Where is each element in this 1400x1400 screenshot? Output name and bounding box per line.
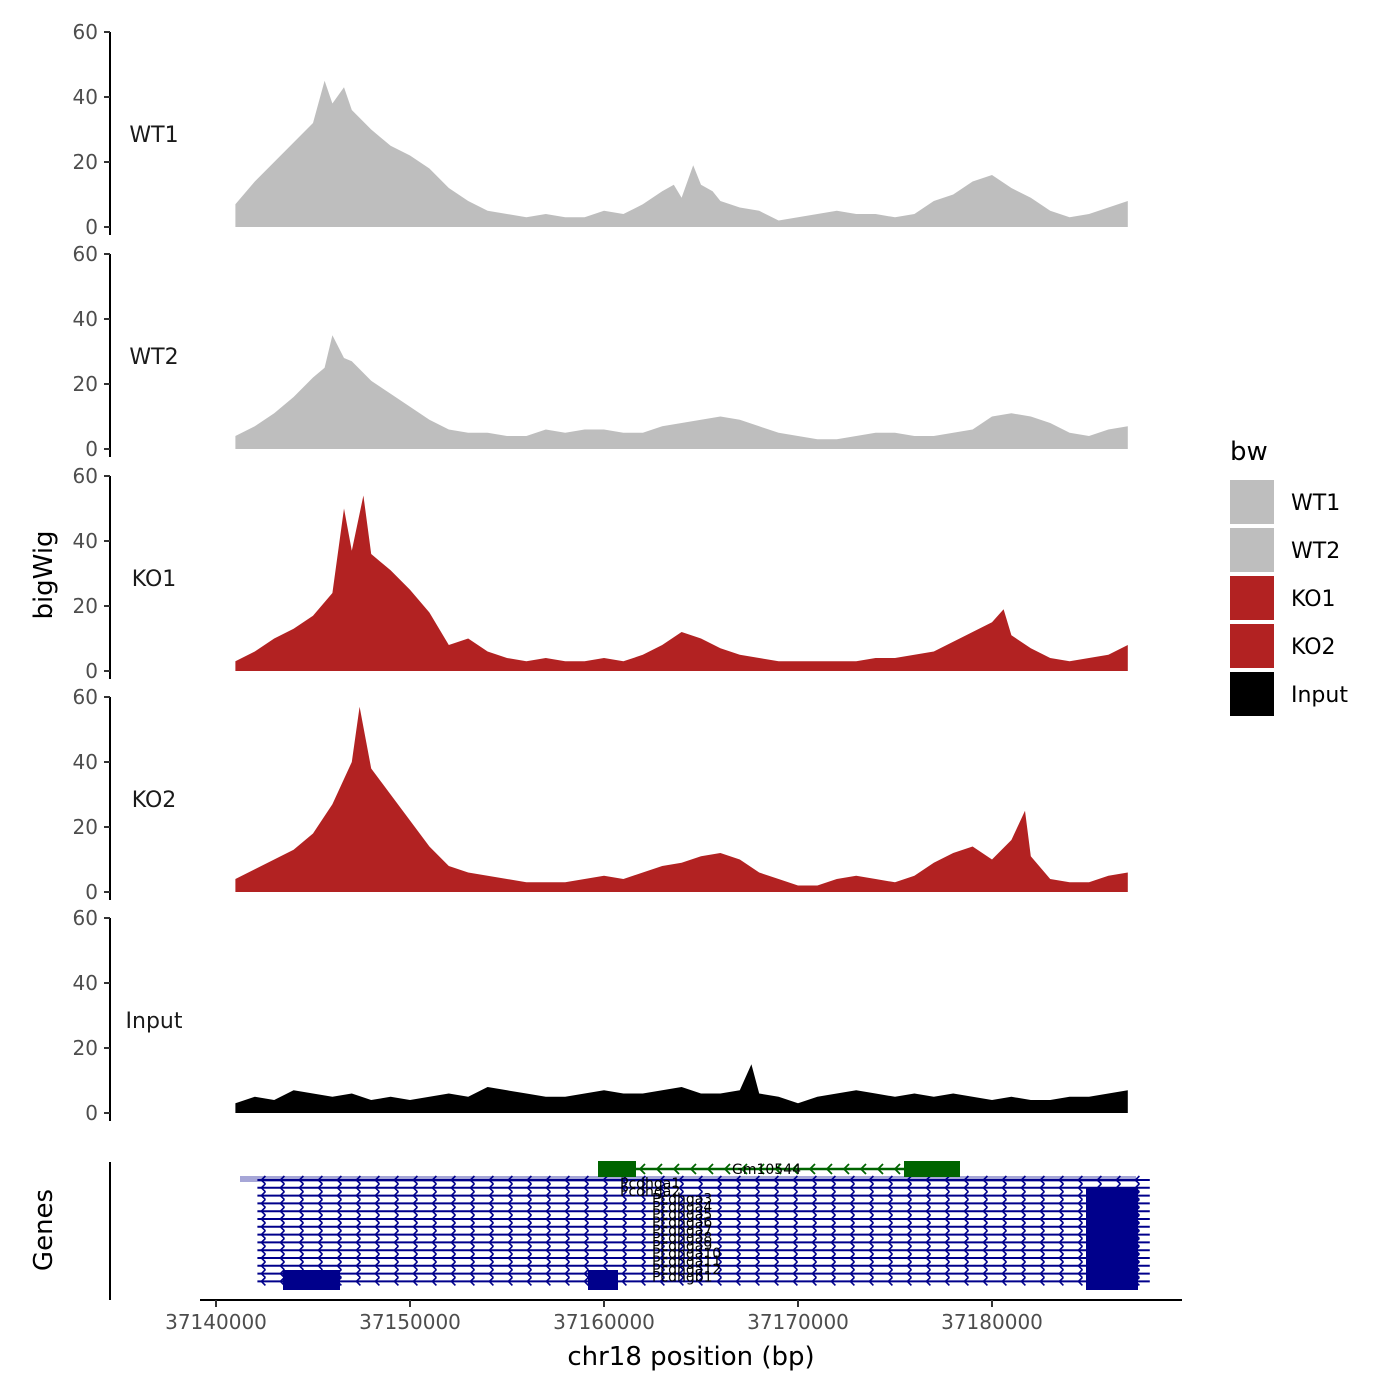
legend-key <box>1230 528 1274 572</box>
x-axis-title: chr18 position (bp) <box>567 1342 814 1372</box>
genes-axis-title: Genes <box>29 1189 59 1271</box>
transcript-label: Pcdhga2 <box>620 1184 680 1200</box>
y-tick-label: 60 <box>73 242 98 266</box>
y-tick-label: 0 <box>85 659 98 683</box>
strand-chevrons <box>260 1269 1140 1279</box>
x-tick-label: 37140000 <box>165 1310 267 1334</box>
y-tick-label: 20 <box>73 815 98 839</box>
strand-chevrons <box>260 1191 1140 1201</box>
transcript-label: Pcdhga4 <box>652 1199 712 1215</box>
transcript-label: Pcdhgb1 <box>652 1270 713 1286</box>
strand-chevrons <box>260 1206 1140 1216</box>
track-input: 0 20 40 60 Input <box>73 906 1128 1125</box>
strand-chevrons <box>260 1175 1140 1185</box>
legend-title: bw <box>1230 437 1268 467</box>
transcript-label: Pcdhga6 <box>652 1215 712 1231</box>
gene-label-gm10544: Gm10544 <box>732 1162 801 1178</box>
strand-chevrons <box>260 1222 1140 1232</box>
x-tick-label: 37150000 <box>359 1310 461 1334</box>
legend: bw WT1 WT2 KO1 KO2 Input <box>1230 437 1348 716</box>
transcript-label: Pcdhga10 <box>652 1246 721 1262</box>
track-ko2: 0 20 40 60 KO2 <box>73 685 1128 904</box>
strand-chevrons <box>260 1261 1140 1271</box>
y-tick-label: 0 <box>85 880 98 904</box>
x-tick-label: 37160000 <box>553 1310 655 1334</box>
y-tick-label: 40 <box>73 85 98 109</box>
y-tick-label: 60 <box>73 685 98 709</box>
y-tick-label: 40 <box>73 307 98 331</box>
strand-chevrons <box>260 1183 1140 1193</box>
gene-track: Genes Pcdhga1Pcdhga2Pcdhga3Pcdhga4Pcdhga… <box>29 1161 1182 1301</box>
strand-chevrons <box>260 1214 1140 1224</box>
legend-label: WT1 <box>1291 491 1340 516</box>
track-label: KO2 <box>132 788 177 813</box>
transcript-label: Pcdhga5 <box>652 1207 712 1223</box>
transcript-label: Pcdhga12 <box>652 1262 721 1278</box>
y-tick-label: 20 <box>73 372 98 396</box>
strand-chevrons <box>260 1198 1140 1208</box>
legend-key <box>1230 672 1274 716</box>
y-tick-label: 40 <box>73 529 98 553</box>
legend-label: WT2 <box>1291 539 1340 564</box>
legend-label: Input <box>1291 683 1348 708</box>
strand-chevrons <box>638 1163 901 1175</box>
y-tick-label: 40 <box>73 750 98 774</box>
area-wt2 <box>235 335 1128 449</box>
y-tick-label: 0 <box>85 437 98 461</box>
legend-key <box>1230 624 1274 668</box>
legend-label: KO1 <box>1291 587 1336 612</box>
y-tick-label: 20 <box>73 594 98 618</box>
transcript-label: Pcdhga3 <box>652 1192 712 1208</box>
x-tick-label: 37170000 <box>747 1310 849 1334</box>
exon-block <box>1086 1188 1138 1290</box>
transcript-label: Pcdhga11 <box>652 1254 721 1270</box>
area-ko2 <box>235 706 1128 892</box>
y-tick-label: 20 <box>73 1036 98 1060</box>
exon-strip <box>240 1176 1136 1182</box>
exon-block <box>904 1161 960 1177</box>
y-tick-label: 60 <box>73 20 98 44</box>
strand-chevrons <box>260 1237 1140 1247</box>
area-wt1 <box>235 80 1128 227</box>
track-wt1: 0 20 40 60 WT1 <box>73 20 1128 239</box>
y-tick-label: 20 <box>73 150 98 174</box>
track-wt2: 0 20 40 60 WT2 <box>73 242 1128 461</box>
strand-chevrons <box>260 1230 1140 1240</box>
y-axis-title: bigWig <box>29 530 59 619</box>
exon-block <box>588 1270 618 1290</box>
area-input <box>235 1064 1128 1113</box>
track-ko1: 0 20 40 60 KO1 <box>73 464 1128 683</box>
exon-block <box>598 1161 636 1177</box>
transcript-label: Pcdhga9 <box>652 1238 712 1254</box>
exon-block <box>283 1270 340 1290</box>
y-tick-label: 40 <box>73 971 98 995</box>
legend-key <box>1230 576 1274 620</box>
legend-label: KO2 <box>1291 635 1336 660</box>
y-tick-label: 0 <box>85 215 98 239</box>
transcript-label: Pcdhga7 <box>652 1223 712 1239</box>
x-axis: 37140000 37150000 37160000 37170000 37180000 <box>165 1300 1043 1334</box>
strand-chevrons <box>260 1245 1140 1255</box>
legend-key <box>1230 480 1274 524</box>
transcript-label: Pcdhga8 <box>652 1231 712 1247</box>
track-label: WT1 <box>129 123 178 148</box>
y-tick-label: 60 <box>73 464 98 488</box>
y-tick-label: 0 <box>85 1101 98 1125</box>
track-label: WT2 <box>129 345 178 370</box>
y-tick-label: 60 <box>73 906 98 930</box>
track-label: KO1 <box>132 567 177 592</box>
area-ko1 <box>235 495 1128 671</box>
track-label: Input <box>126 1009 183 1034</box>
transcript-label: Pcdhga1 <box>620 1176 680 1192</box>
strand-chevrons <box>260 1276 1140 1286</box>
x-tick-label: 37180000 <box>941 1310 1043 1334</box>
track-panels: 0 20 40 60 WT1 0 20 40 60 WT2 0 20 40 60 KO1 0 20 40 60 KO2… <box>73 20 1128 1125</box>
strand-chevrons <box>260 1253 1140 1263</box>
